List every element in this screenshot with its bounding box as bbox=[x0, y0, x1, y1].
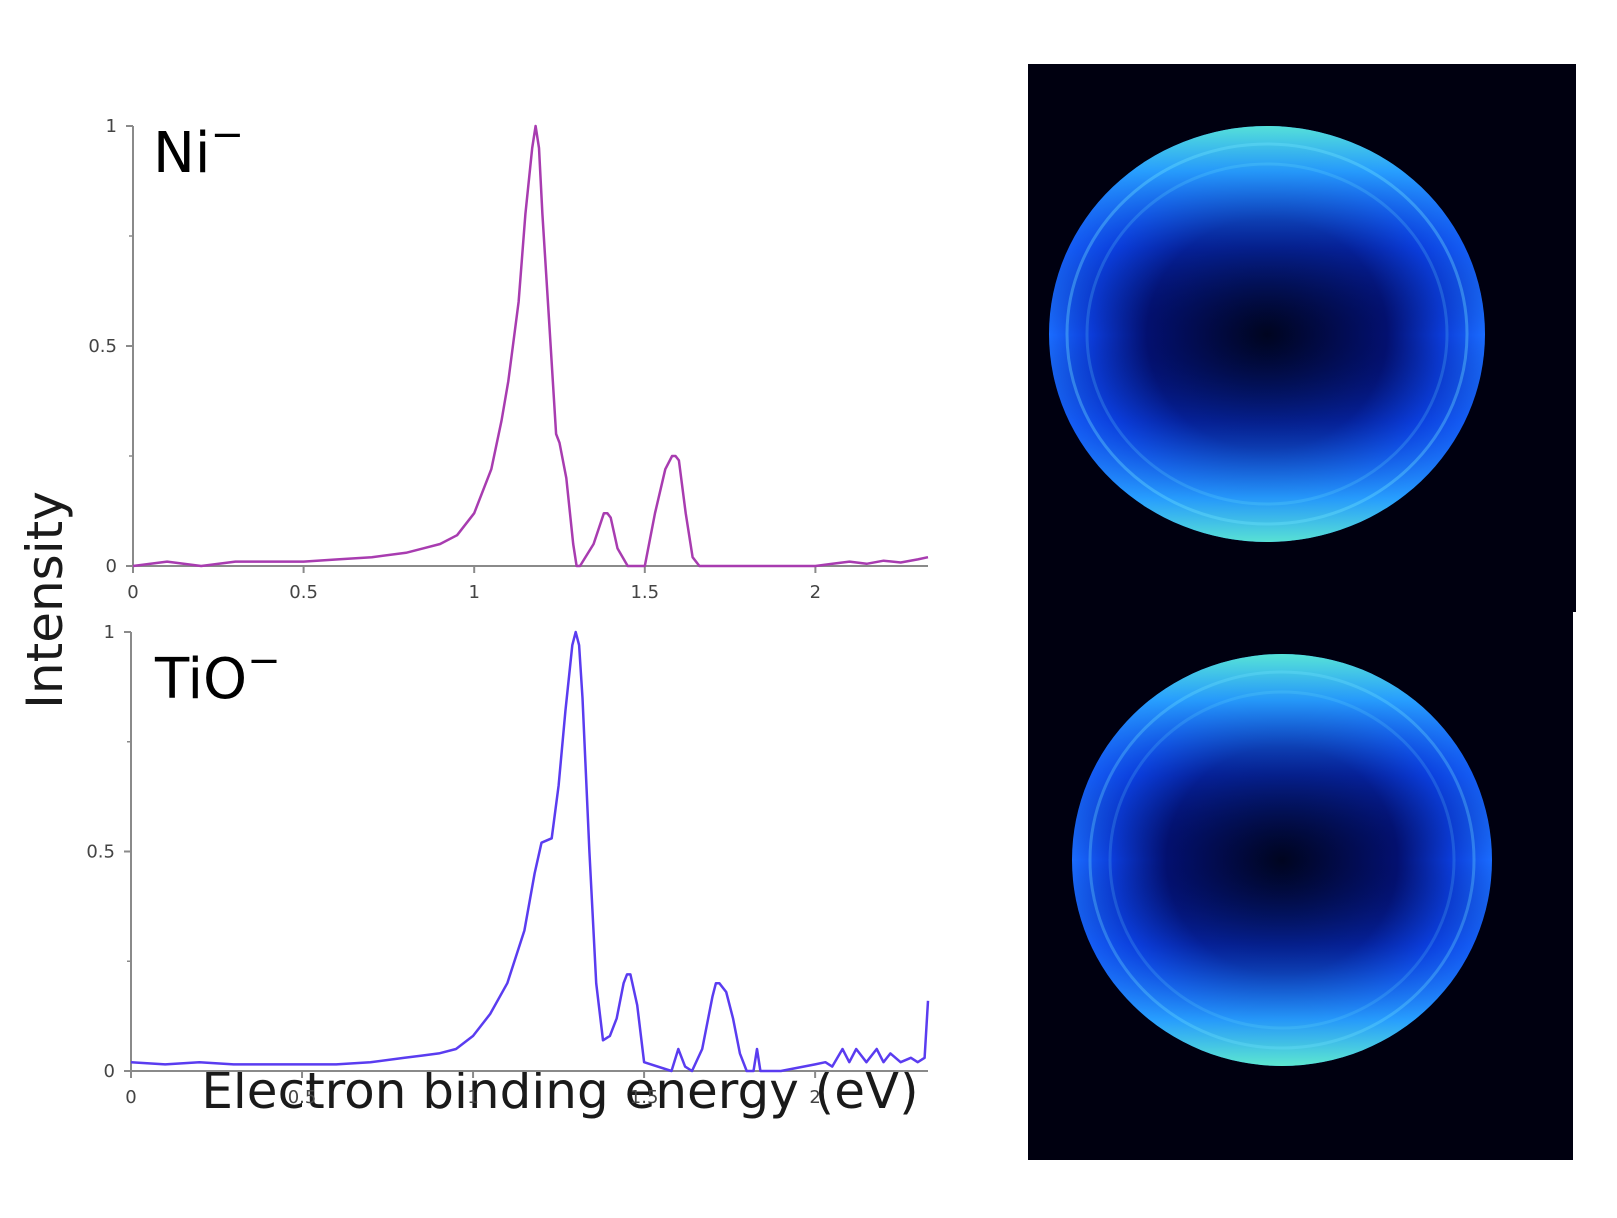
x-tick-label: 0 bbox=[127, 582, 138, 603]
y-tick-label: 1 bbox=[106, 116, 117, 137]
panel-label-superscript: − bbox=[210, 112, 244, 158]
x-tick-label: 0 bbox=[125, 1087, 136, 1108]
tio-photoelectron-image bbox=[1028, 612, 1573, 1160]
ni-spectrum-panel: 0 0.5 1 0 0.5 1 1.5 2 Ni− bbox=[88, 112, 929, 603]
x-tick-label: 1 bbox=[467, 1087, 478, 1108]
y-tick-label: 0 bbox=[106, 556, 117, 577]
x-tick-label: 1 bbox=[468, 582, 479, 603]
y-tick-label: 0.5 bbox=[88, 336, 117, 357]
x-tick-label: 0.5 bbox=[288, 1087, 317, 1108]
x-tick-label: 1.5 bbox=[630, 1087, 659, 1108]
x-tick-label: 1.5 bbox=[630, 582, 659, 603]
panel-label: TiO− bbox=[154, 638, 281, 712]
panel-label: Ni− bbox=[153, 112, 244, 186]
x-tick-label: 0.5 bbox=[289, 582, 318, 603]
y-tick-label: 0.5 bbox=[86, 842, 115, 863]
x-tick-label: 2 bbox=[809, 1087, 820, 1108]
y-tick-label: 1 bbox=[104, 622, 115, 643]
ni-photoelectron-image bbox=[1028, 64, 1576, 612]
spectrum-line bbox=[132, 124, 929, 568]
tio-spectrum-panel: 0 0.5 1 0 0.5 1 1.5 2 TiO− bbox=[86, 622, 930, 1108]
y-axis-title: Intensity bbox=[16, 491, 74, 709]
x-tick-label: 2 bbox=[810, 582, 821, 603]
spectrum-line bbox=[130, 630, 930, 1073]
panel-label-superscript: − bbox=[247, 638, 281, 684]
y-tick-label: 0 bbox=[104, 1061, 115, 1082]
